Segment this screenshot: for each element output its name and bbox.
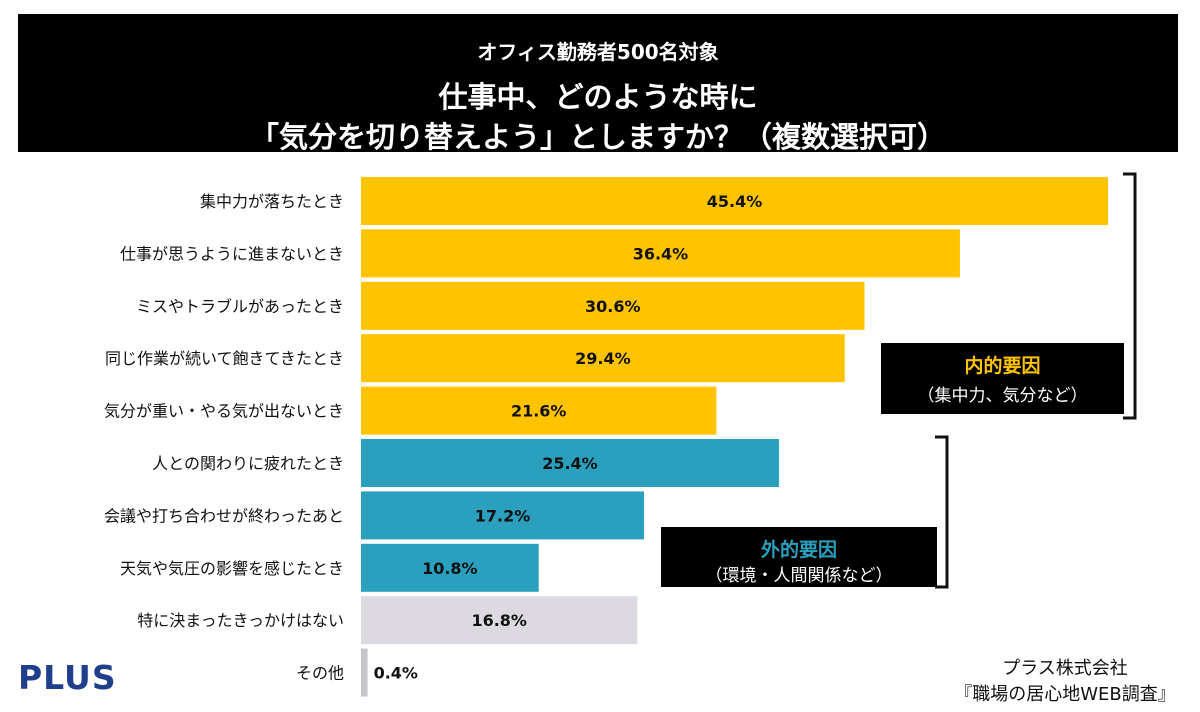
internal-factors-title: 内的要因 bbox=[964, 355, 1041, 377]
external-factors-box: 外的要因 （環境・人間関係など） bbox=[661, 527, 937, 587]
value-label: 29.4% bbox=[575, 349, 631, 368]
bar bbox=[361, 229, 960, 278]
bar bbox=[361, 334, 845, 383]
category-label: 仕事が思うように進まないとき bbox=[120, 244, 344, 263]
category-label: 同じ作業が続いて飽きてきたとき bbox=[105, 349, 344, 368]
category-label: 会議や打ち合わせが終わったあと bbox=[104, 506, 344, 525]
value-label: 16.8% bbox=[471, 611, 527, 630]
bar bbox=[361, 281, 865, 330]
credit-survey: 『職場の居心地WEB調査』 bbox=[954, 684, 1176, 705]
internal-factors-desc: （集中力、気分など） bbox=[917, 386, 1088, 406]
value-label: 36.4% bbox=[633, 244, 689, 263]
internal-bracket bbox=[1123, 172, 1137, 420]
external-factors-title: 外的要因 bbox=[760, 539, 837, 561]
chart-header: オフィス勤務者500名対象 仕事中、どのような時に 「気分を切り替えよう」としま… bbox=[18, 14, 1178, 154]
chart-title-line2: 「気分を切り替えよう」としますか？（複数選択可） bbox=[249, 120, 946, 154]
category-label: 特に決まったきっかけはない bbox=[137, 611, 344, 630]
category-label: 集中力が落ちたとき bbox=[200, 192, 344, 211]
chart-subtitle: オフィス勤務者500名対象 bbox=[477, 40, 719, 64]
bar bbox=[361, 543, 539, 592]
plus-logo: PLUS bbox=[18, 658, 117, 697]
value-label: 45.4% bbox=[707, 192, 763, 211]
category-label: 人との関わりに疲れたとき bbox=[152, 454, 344, 473]
category-label: 天気や気圧の影響を感じたとき bbox=[120, 559, 344, 578]
bar bbox=[361, 386, 717, 435]
bar bbox=[361, 648, 368, 697]
chart-title-line1: 仕事中、どのような時に bbox=[438, 80, 758, 114]
external-factors-desc: （環境・人間関係など） bbox=[705, 566, 893, 586]
value-label: 10.8% bbox=[422, 559, 478, 578]
value-label: 25.4% bbox=[542, 454, 598, 473]
category-label: その他 bbox=[296, 664, 344, 683]
bar bbox=[361, 596, 638, 645]
internal-factors-box: 内的要因 （集中力、気分など） bbox=[881, 343, 1124, 414]
value-label: 0.4% bbox=[374, 664, 418, 683]
category-label: ミスやトラブルがあったとき bbox=[136, 297, 344, 316]
bar bbox=[361, 439, 779, 487]
bar bbox=[361, 491, 645, 540]
category-label: 気分が重い・やる気が出ないとき bbox=[104, 402, 344, 421]
credit-company: プラス株式会社 bbox=[1002, 658, 1128, 679]
external-bracket bbox=[935, 435, 949, 589]
bar bbox=[361, 177, 1108, 225]
value-label: 17.2% bbox=[475, 506, 531, 525]
value-label: 21.6% bbox=[511, 402, 567, 421]
value-label: 30.6% bbox=[585, 297, 641, 316]
